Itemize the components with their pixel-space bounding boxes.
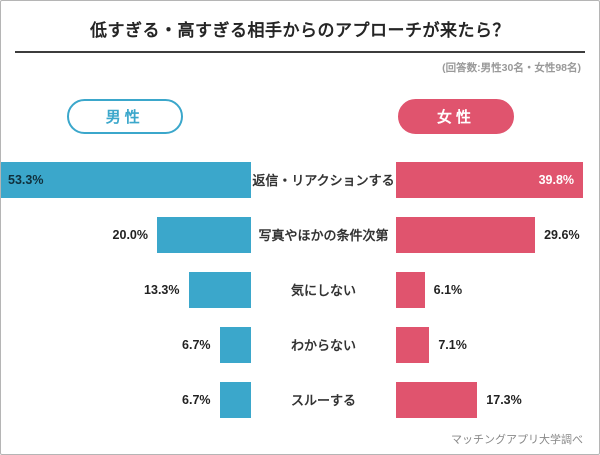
female-cell: 7.1% <box>396 326 599 363</box>
female-legend-pill: 女性 <box>398 99 515 134</box>
male-value-label: 6.7% <box>182 337 211 352</box>
male-bar <box>219 381 251 418</box>
respondents-note: (回答数:男性30名・女性98名) <box>442 62 581 74</box>
male-value-label: 53.3% <box>8 172 44 187</box>
legend-female-zone: 女性 <box>392 99 599 134</box>
male-bar <box>188 271 251 308</box>
female-value-label: 17.3% <box>486 392 522 407</box>
male-cell: 53.3% <box>1 161 251 198</box>
female-bar <box>396 216 536 253</box>
female-bar <box>396 326 430 363</box>
chart-rows: 53.3% 返信・リアクションする 39.8% 20.0% 写真やほかの条件次第 29.6… <box>1 152 599 427</box>
male-value-label: 13.3% <box>144 282 180 297</box>
legend-male-zone: 男性 <box>1 99 248 134</box>
category-label: 返信・リアクションする <box>252 173 395 188</box>
source-note: マッチングアプリ大学調べ <box>451 434 583 446</box>
male-value-label: 20.0% <box>112 227 148 242</box>
title-divider <box>15 51 585 53</box>
male-legend-pill: 男性 <box>66 99 183 134</box>
female-value-label: 39.8% <box>538 172 575 187</box>
male-bar <box>219 326 251 363</box>
female-value-label: 6.1% <box>433 282 463 297</box>
female-cell: 6.1% <box>396 271 599 308</box>
category-label: スルーする <box>290 393 356 408</box>
page-title: 低すぎる・高すぎる相手からのアプローチが来たら？ <box>90 21 510 40</box>
male-bar: 53.3% <box>1 161 251 198</box>
male-bar <box>157 216 251 253</box>
male-value-label: 6.7% <box>182 392 211 407</box>
category-label: 気にしない <box>290 283 356 298</box>
male-cell: 20.0% <box>1 216 251 253</box>
female-cell: 39.8% <box>396 161 599 198</box>
female-cell: 17.3% <box>396 381 599 418</box>
chart-row: 53.3% 返信・リアクションする 39.8% <box>1 152 599 207</box>
male-cell: 6.7% <box>1 326 251 363</box>
male-cell: 6.7% <box>1 381 251 418</box>
legend-row: 男性 女性 <box>1 99 599 134</box>
male-cell: 13.3% <box>1 271 251 308</box>
chart-row: 6.7% スルーする 17.3% <box>1 372 599 427</box>
female-bar: 39.8% <box>396 161 584 198</box>
female-cell: 29.6% <box>396 216 599 253</box>
category-label: 写真やほかの条件次第 <box>258 228 389 243</box>
chart-row: 13.3% 気にしない 6.1% <box>1 262 599 317</box>
female-value-label: 29.6% <box>544 227 580 242</box>
category-label: わからない <box>290 338 356 353</box>
female-value-label: 7.1% <box>438 337 467 352</box>
chart-row: 6.7% わからない 7.1% <box>1 317 599 372</box>
female-bar <box>396 271 425 308</box>
chart-row: 20.0% 写真やほかの条件次第 29.6% <box>1 207 599 262</box>
female-bar <box>396 381 478 418</box>
